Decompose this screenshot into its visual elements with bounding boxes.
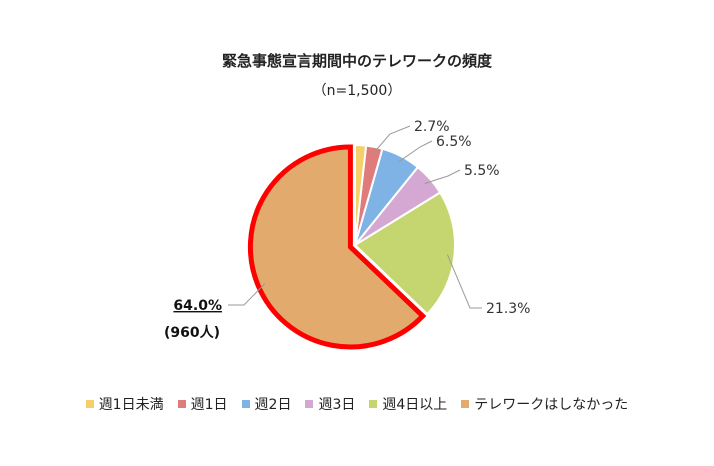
data-label-週3日: 5.5%: [464, 163, 500, 179]
data-label-週4日以上: 21.3%: [486, 301, 530, 317]
legend-swatch: [241, 400, 250, 408]
legend-label: 週2日: [254, 397, 292, 413]
pie-chart: 2.7%6.5% 5.5% 21.3% 64.0% (960人): [164, 119, 530, 350]
legend-item-テレワークはしなかった: テレワークはしなかった: [461, 394, 628, 414]
leader-line-週1日: [372, 125, 411, 155]
data-label-テレワークはしなかった: 64.0%: [173, 298, 222, 314]
chart-subtitle: （n=1,500）: [312, 83, 402, 99]
legend: 週1日未満 週1日 週2日 週3日 週4日以上 テレワークはしなかった: [0, 394, 714, 414]
legend-label: テレワークはしなかった: [474, 397, 629, 413]
leader-line-週4日以上: [447, 254, 482, 309]
legend-swatch: [85, 400, 94, 408]
pie-slice-週1日未満: [354, 143, 368, 246]
legend-label: 週4日以上: [382, 397, 448, 413]
data-label-count: (960人): [164, 324, 220, 341]
legend-label: 週1日未満: [98, 397, 164, 413]
legend-item-週1日未満: 週1日未満: [85, 394, 164, 414]
data-label-週2日: 6.5%: [436, 134, 472, 150]
leader-line-テレワークはしなかった: [228, 283, 266, 306]
data-label-週1日: 2.7%: [414, 119, 450, 135]
legend-label: 週3日: [318, 397, 356, 413]
legend-swatch: [177, 400, 186, 408]
legend-item-週4日以上: 週4日以上: [369, 394, 447, 414]
legend-item-週1日: 週1日: [177, 394, 228, 414]
leader-line-週3日: [424, 169, 461, 185]
leader-line-週2日: [397, 140, 433, 163]
legend-swatch: [369, 400, 378, 408]
legend-swatch: [305, 400, 314, 408]
pie-slice-テレワークはしなかった: [247, 144, 427, 350]
legend-item-週3日: 週3日: [305, 394, 355, 414]
legend-swatch: [461, 400, 470, 408]
legend-item-週2日: 週2日: [241, 394, 292, 414]
chart-title: 緊急事態宣言期間中のテレワークの頻度: [221, 52, 492, 70]
pie-slice-週4日以上: [353, 191, 456, 316]
legend-label: 週1日: [190, 397, 228, 413]
